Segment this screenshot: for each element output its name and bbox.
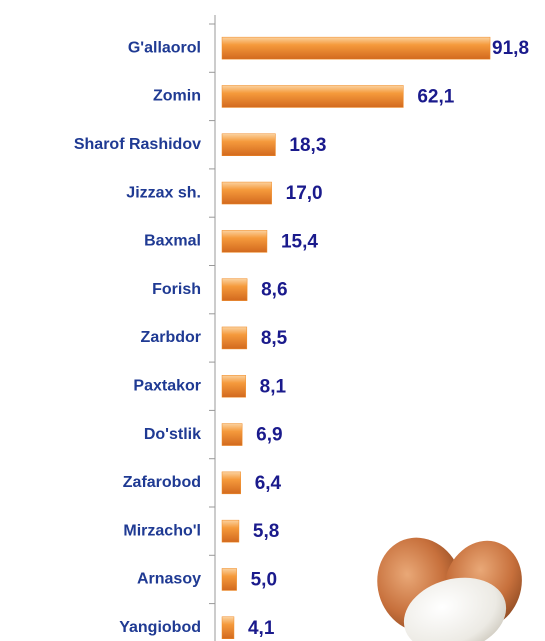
bar: [221, 181, 272, 205]
y-tick-label: Do'stlik: [144, 426, 201, 443]
y-tick-label: G'allaorol: [128, 39, 201, 56]
bar: [221, 519, 240, 543]
value-label: 4,1: [248, 618, 275, 639]
bar: [221, 278, 248, 301]
y-tick-label: Sharof Rashidov: [74, 136, 201, 153]
value-label: 6,4: [255, 473, 282, 494]
y-tick-label: Paxtakor: [133, 377, 201, 394]
y-tick-label: Zomin: [153, 88, 201, 105]
y-tick-label: Jizzax sh.: [126, 184, 201, 201]
bar: [221, 616, 235, 639]
eggs-illustration: [377, 537, 522, 641]
y-tick-label: Baxmal: [144, 233, 201, 250]
bar: [221, 568, 237, 591]
y-tick-label: Forish: [152, 281, 201, 298]
bar: [221, 471, 241, 495]
y-tick-label: Zafarobod: [123, 474, 201, 491]
bar: [221, 326, 248, 350]
value-label: 91,8: [492, 38, 529, 59]
y-tick-label: Zarbdor: [141, 329, 201, 346]
bar: [221, 230, 268, 253]
value-label: 5,8: [253, 521, 279, 542]
value-label: 62,1: [417, 86, 454, 107]
value-label: 18,3: [289, 135, 326, 156]
y-tick-label: Yangiobod: [119, 619, 201, 636]
value-label: 6,9: [256, 425, 282, 446]
bar: [221, 423, 243, 446]
bar: [221, 36, 491, 60]
y-tick-label: Arnasoy: [137, 571, 201, 588]
value-label: 8,1: [260, 376, 287, 397]
value-label: 17,0: [286, 183, 323, 204]
bar: [221, 375, 246, 398]
value-label: 15,4: [281, 231, 318, 252]
bar: [221, 85, 404, 108]
bar: [221, 133, 276, 156]
value-label: 5,0: [251, 569, 277, 590]
value-label: 8,5: [261, 328, 288, 349]
value-label: 8,6: [261, 280, 287, 301]
y-tick-label: Mirzacho'l: [123, 522, 201, 539]
